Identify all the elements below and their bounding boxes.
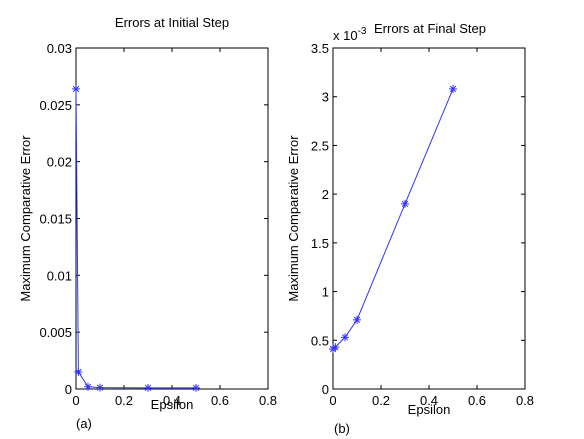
y-tick-label: 0.015 — [39, 212, 72, 227]
series-line — [332, 88, 454, 350]
x-tick-label: 0 — [72, 393, 79, 408]
x-tick-label: 0 — [329, 393, 336, 408]
y-exponent-power: -3 — [358, 26, 367, 37]
y-tick-label: 2 — [322, 187, 329, 202]
y-tick-label: 0.005 — [39, 325, 72, 340]
data-point — [341, 333, 349, 342]
marker-stroke — [341, 334, 349, 341]
y-tick-label: 0.02 — [47, 155, 72, 170]
data-point — [96, 383, 104, 392]
x-tick-label: 0.2 — [372, 393, 390, 408]
y-tick-label: 0.01 — [47, 268, 72, 283]
marker-stroke — [96, 384, 104, 391]
data-point — [84, 382, 92, 391]
series-line — [75, 88, 196, 389]
y-tick-label: 0 — [322, 382, 329, 397]
y-tick-label: 0.03 — [47, 41, 72, 56]
data-point — [331, 343, 340, 352]
y-exponent-label: x 10-3 — [333, 26, 367, 43]
caption-a: (a) — [76, 416, 92, 431]
panel-b: Errors at Final Step 0 0.2 0.4 0.6 0.8 0 0.5 1 1.… — [286, 21, 534, 417]
marker-stroke — [332, 343, 339, 351]
marker-stroke — [192, 384, 200, 392]
x-tick-label: 0.4 — [163, 393, 181, 408]
marker-stroke — [144, 384, 152, 392]
y-tick-label: 3 — [322, 90, 329, 105]
marker-stroke — [353, 316, 361, 323]
marker-stroke — [72, 85, 80, 93]
panel-a: Errors at Initial Step 0 0.2 0.4 0.6 0.8 0 0.00… — [18, 15, 277, 412]
y-tick-label: 0 — [65, 382, 72, 397]
y-tick-label: 1 — [322, 285, 329, 300]
plot-frame — [332, 47, 526, 390]
data-point — [192, 383, 200, 392]
x-tick-label: 0.4 — [420, 393, 438, 408]
plot-frame — [75, 47, 269, 390]
marker-stroke — [75, 368, 82, 376]
y-tick-label: 3.5 — [311, 41, 329, 56]
data-point — [401, 199, 409, 208]
x-axis-label: Epsilon — [408, 402, 451, 417]
data-point — [72, 84, 81, 93]
x-axis-label: Epsilon — [151, 397, 194, 412]
y-tick-label: 0.025 — [39, 98, 72, 113]
y-tick-label: 2.5 — [311, 138, 329, 153]
y-tick-label: 0.5 — [311, 333, 329, 348]
chart-title: Errors at Initial Step — [115, 15, 229, 30]
data-point — [353, 315, 361, 324]
caption-b: (b) — [334, 421, 350, 436]
x-tick-label: 0.6 — [468, 393, 486, 408]
x-tick-label: 0.8 — [259, 393, 277, 408]
marker-stroke — [449, 85, 457, 93]
marker-stroke — [84, 383, 92, 390]
y-tick-label: 1.5 — [311, 236, 329, 251]
y-axis-label: Maximum Comparative Error — [286, 135, 301, 302]
x-tick-label: 0.6 — [211, 393, 229, 408]
chart-title: Errors at Final Step — [374, 21, 486, 36]
data-point — [74, 367, 83, 376]
data-point — [449, 84, 457, 93]
data-point — [144, 383, 152, 392]
x-tick-label: 0.8 — [516, 393, 534, 408]
y-axis-label: Maximum Comparative Error — [18, 135, 33, 302]
x-tick-label: 0.2 — [115, 393, 133, 408]
marker-stroke — [401, 200, 409, 208]
